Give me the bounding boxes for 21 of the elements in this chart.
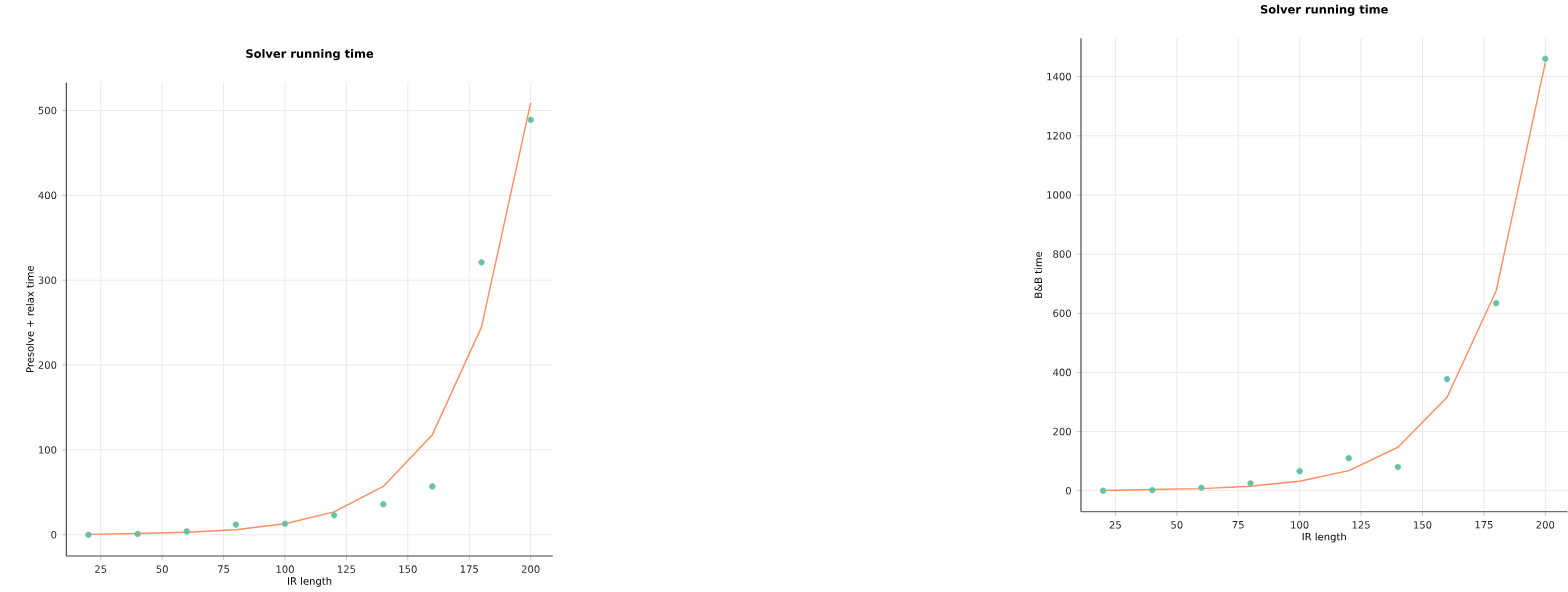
- point: [1149, 487, 1156, 494]
- point: [527, 116, 534, 124]
- point: [232, 521, 240, 529]
- point: [429, 483, 436, 490]
- point: [330, 512, 338, 519]
- point: [1198, 484, 1205, 492]
- point: [380, 501, 387, 508]
- point: [1099, 487, 1107, 495]
- point: [85, 531, 92, 539]
- point: [1443, 376, 1451, 383]
- point: [1247, 480, 1254, 487]
- point: [1542, 55, 1549, 63]
- point: [478, 259, 485, 266]
- point: [281, 520, 289, 528]
- point: [1493, 300, 1500, 307]
- point: [1296, 468, 1303, 475]
- point: [134, 531, 141, 538]
- point: [1345, 455, 1352, 462]
- line-series: [87, 102, 532, 536]
- point: [1394, 464, 1402, 471]
- point: [183, 528, 190, 535]
